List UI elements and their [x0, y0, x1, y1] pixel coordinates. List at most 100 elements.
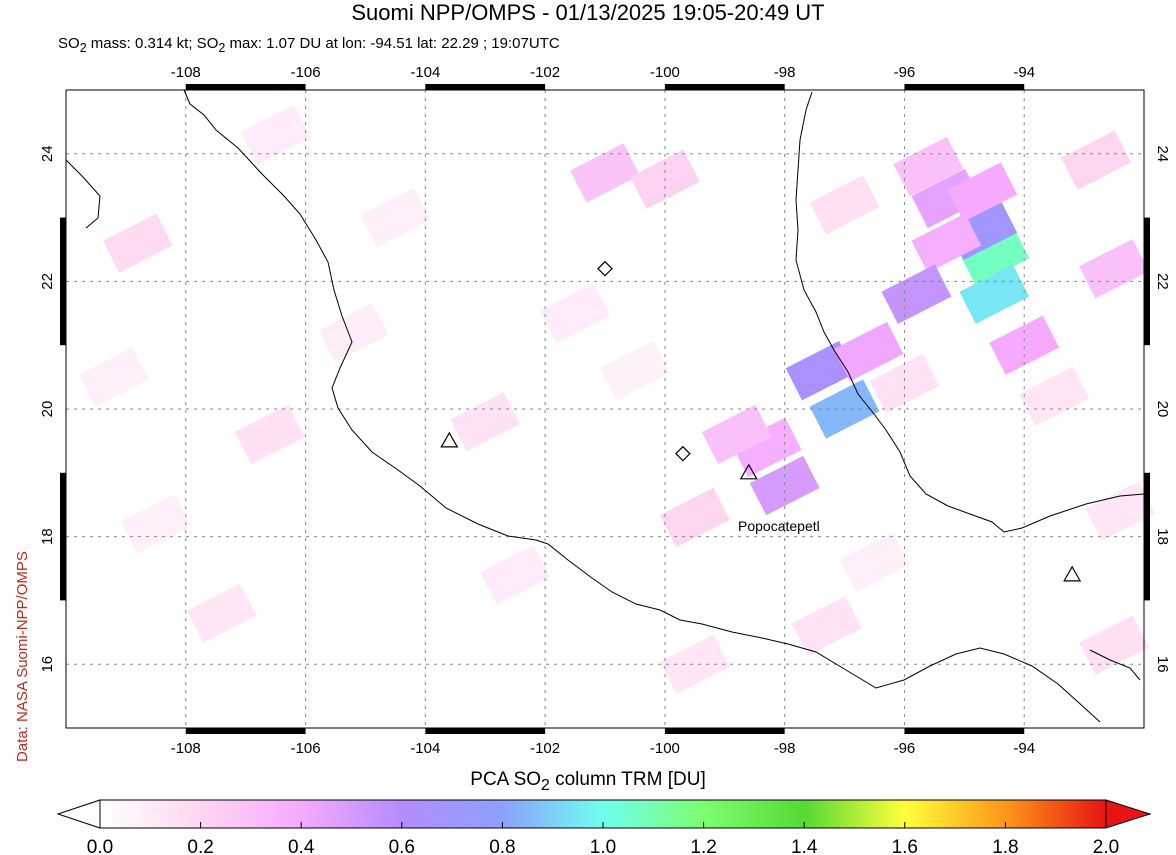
so2-pixel	[540, 283, 610, 343]
so2-pixel	[749, 455, 820, 516]
lat-label-left: 16	[39, 656, 56, 673]
colorbar-tick-label: 0.4	[288, 837, 315, 855]
so2-map[interactable]: Popocatepetl -108-108-106-106-104-104-10…	[0, 0, 1176, 760]
so2-pixel	[102, 213, 173, 273]
gulf-coast	[795, 91, 1145, 533]
so2-pixel	[570, 143, 640, 203]
so2-pixel	[869, 353, 940, 414]
map-frame	[65, 89, 1145, 729]
lon-label-top: -100	[650, 64, 680, 81]
so2-pixel	[947, 162, 1018, 222]
colorbar-tick-label: 0.6	[389, 837, 415, 855]
so2-pixel	[659, 487, 730, 548]
colorbar-low-arrow	[56, 799, 101, 829]
colorbar-tick-label: 0.0	[87, 837, 113, 855]
lon-label-top: -102	[530, 64, 560, 81]
colorbar-tick-label: 0.8	[489, 837, 515, 855]
so2-pixel	[1061, 130, 1131, 190]
lon-label-bottom: -100	[650, 740, 680, 757]
frame-bar-left	[60, 217, 66, 346]
lon-label-top: -104	[410, 64, 440, 81]
frame-bar-top	[664, 84, 785, 90]
diamond-marker	[675, 445, 691, 462]
coastline	[65, 89, 1145, 723]
colorbar-tick-label: 1.0	[590, 837, 616, 855]
so2-pixel	[731, 417, 802, 477]
so2-pixel	[240, 105, 311, 165]
so2-pixel	[893, 136, 964, 197]
colorbar-tick-label: 2.0	[1093, 837, 1119, 855]
lat-label-left: 18	[39, 528, 56, 545]
so2-pixel	[79, 347, 149, 407]
so2-pixel	[959, 226, 1030, 286]
so2-pixel	[989, 315, 1060, 375]
colorbar-ticks: 0.0 0.2 0.4 0.6 0.8 1.0 1.2 1.4 1.6 1.8 2.0	[87, 822, 1119, 855]
colorbar-tick-label: 1.8	[992, 837, 1018, 855]
so2-pixel	[1079, 238, 1149, 299]
so2-pixel	[186, 583, 257, 643]
diamond-marker	[597, 260, 613, 277]
lon-label-bottom: -104	[410, 740, 440, 757]
so2-pixel	[1079, 615, 1149, 675]
so2-pixel	[833, 321, 904, 382]
so2-pixel	[809, 175, 880, 235]
colorbar-title: PCA SO2 column TRM [DU]	[470, 769, 706, 794]
so2-pixel	[234, 404, 305, 465]
lon-label-bottom: -94	[1013, 740, 1035, 757]
so2-pixel	[659, 634, 730, 694]
so2-pixel	[360, 187, 431, 248]
so2-pixel	[839, 532, 910, 592]
frame-bar-top	[425, 84, 546, 90]
lat-label-left: 20	[39, 401, 56, 418]
colorbar-tick-label: 1.2	[690, 837, 716, 855]
frame-bar-left	[60, 472, 66, 601]
volcano-triangle-marker	[739, 463, 758, 480]
frame-bar-bottom	[904, 728, 1025, 734]
so2-pixel	[959, 264, 1030, 324]
mexico-pacific-coast	[183, 89, 1101, 723]
lat-label-right: 16	[1154, 656, 1171, 673]
so2-pixel	[480, 545, 551, 605]
so2-pixel	[1019, 366, 1090, 426]
colorbar-tick-label: 1.6	[892, 837, 918, 855]
gridlines	[66, 90, 1144, 728]
volcano-triangle-marker	[440, 431, 459, 448]
volcano-triangle-marker	[1063, 565, 1082, 582]
volcano-markers	[440, 260, 1082, 582]
lat-label-right: 20	[1154, 401, 1171, 418]
frame-bar-bottom	[664, 728, 785, 734]
lon-label-bottom: -102	[530, 740, 560, 757]
colorbar: 0.0 0.2 0.4 0.6 0.8 1.0 1.2 1.4 1.6 1.8 2.0	[56, 799, 1152, 855]
lat-label-right: 22	[1154, 273, 1171, 290]
yucatan-lake	[1089, 649, 1141, 681]
so2-pixel	[881, 264, 952, 324]
lon-label-bottom: -106	[291, 740, 321, 757]
so2-pixel	[701, 404, 772, 465]
axis-labels: -108 -108 -106 -106 -104 -104 -102 -102 -100 -100…	[39, 64, 1171, 757]
frame-bar-bottom	[185, 728, 306, 734]
so2-summary: SO2 mass: 0.314 kt; SO2 max: 1.07 DU at …	[58, 35, 560, 55]
lat-label-right: 18	[1154, 528, 1171, 545]
map-title: Suomi NPP/OMPS - 01/13/2025 19:05-20:49 …	[351, 0, 825, 25]
so2-pixel	[120, 494, 191, 554]
lon-label-bottom: -108	[171, 740, 201, 757]
colorbar-tick-label: 1.4	[791, 837, 818, 855]
so2-pixel	[1085, 481, 1155, 541]
frame-bar-right	[1144, 472, 1150, 601]
frame-bar-top	[904, 84, 1025, 90]
so2-pixel	[911, 213, 982, 273]
so2-pixel	[600, 341, 670, 401]
lon-label-bottom: -98	[774, 740, 796, 757]
lat-label-right: 24	[1154, 145, 1171, 162]
lon-label-top: -94	[1013, 64, 1035, 81]
lat-label-left: 24	[39, 145, 56, 162]
lon-label-top: -108	[171, 64, 201, 81]
lon-label-bottom: -96	[894, 740, 916, 757]
lon-label-top: -98	[774, 64, 796, 81]
frame-bar-top	[185, 84, 306, 90]
so2-pixel	[450, 392, 521, 452]
baja-tip-coast	[65, 159, 101, 229]
colorbar-tick-label: 0.2	[187, 837, 213, 855]
so2-pixel	[791, 596, 862, 656]
so2-pixel	[318, 302, 389, 363]
